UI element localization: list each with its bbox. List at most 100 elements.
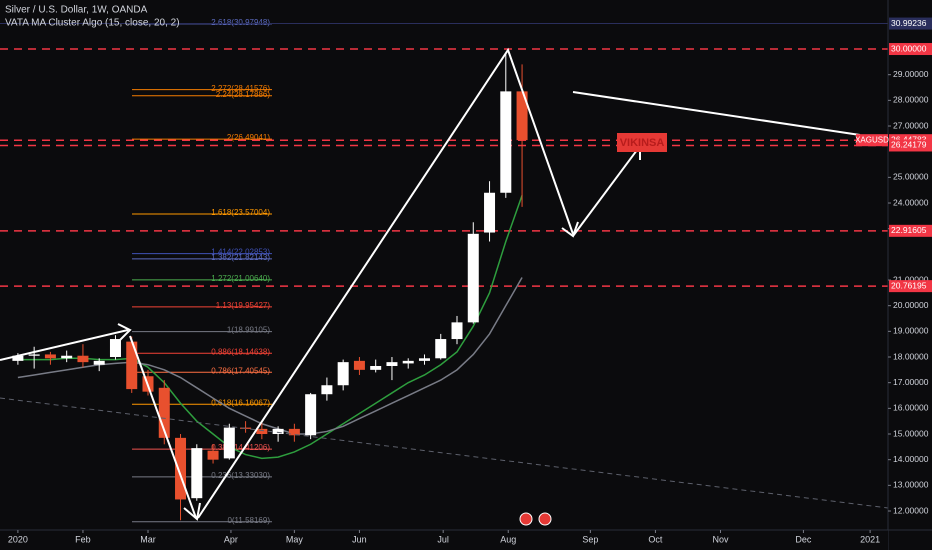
y-tick-label: 18.00000 — [893, 351, 929, 361]
y-tick-label: 25.00000 — [893, 172, 929, 182]
x-tick-label: Feb — [75, 534, 91, 544]
y-tick-label: 16.00000 — [893, 403, 929, 413]
y-tick-label: 12.00000 — [893, 505, 929, 515]
x-tick-label: Dec — [795, 534, 812, 544]
y-tick-label: 21.00000 — [893, 274, 929, 284]
arrow-head — [117, 323, 132, 341]
fib-label: 2.24(28.17886) — [216, 90, 271, 99]
candle-body — [256, 428, 268, 435]
x-tick-label: Aug — [500, 534, 516, 544]
fib-label: 1.272(21.00640) — [211, 274, 270, 283]
y-tick-label: 20.00000 — [893, 300, 929, 310]
x-tick-label: May — [286, 534, 304, 544]
time-axis — [0, 530, 888, 550]
event-icon — [519, 512, 533, 526]
candle-body — [418, 358, 430, 361]
candle-body — [109, 339, 121, 358]
price-label-box — [889, 139, 932, 152]
fib-label: 1.13(19.95427) — [216, 301, 271, 310]
x-tick-label: 2020 — [8, 534, 28, 544]
candle-body — [288, 428, 300, 436]
event-icon — [538, 512, 552, 526]
price-label: 30.99236 — [891, 18, 927, 28]
candle-body — [61, 355, 73, 359]
candle-body — [175, 437, 187, 500]
arrow — [129, 335, 197, 519]
x-tick-label: Mar — [140, 534, 156, 544]
candle-body — [500, 91, 512, 193]
candle-body — [305, 394, 317, 436]
price-label-box — [889, 224, 932, 237]
candle-body — [93, 360, 105, 365]
y-tick-label: 27.00000 — [893, 120, 929, 130]
chart-subtitle: VATA MA Cluster Algo (15, close, 20, 2) — [5, 18, 180, 29]
fib-label: 0.382(14.41206) — [211, 443, 270, 452]
y-tick-label: 15.00000 — [893, 428, 929, 438]
candle-body — [44, 354, 56, 359]
x-tick-label: Jun — [352, 534, 367, 544]
price-label-box — [889, 280, 932, 293]
candle-body — [77, 355, 89, 363]
candle-body — [272, 428, 284, 435]
fib-label: 0.886(18.14638) — [211, 347, 270, 356]
candle-body — [191, 448, 203, 499]
price-label: 26.24179 — [891, 140, 927, 150]
annotation-box — [617, 133, 667, 152]
y-tick-label: 24.00000 — [893, 197, 929, 207]
candle-body — [321, 385, 333, 395]
fib-label: 1.382(21.82143) — [211, 253, 270, 262]
candle-body — [402, 360, 414, 364]
arrow-head — [183, 502, 201, 521]
y-tick-label: 19.00000 — [893, 326, 929, 336]
x-tick-label: Jul — [437, 534, 449, 544]
y-tick-label: 28.00000 — [893, 95, 929, 105]
fib-label: 0.236(13.33030) — [211, 471, 270, 480]
forecast-line — [572, 91, 861, 136]
candle-body — [126, 341, 138, 390]
arrow — [0, 329, 129, 361]
candle-body — [28, 354, 40, 356]
symbol-box — [856, 134, 888, 147]
y-tick-label: 29.00000 — [893, 69, 929, 79]
candle-body — [467, 233, 479, 323]
arrow — [572, 145, 641, 237]
fib-label: 0.618(16.16067) — [211, 398, 270, 407]
y-tick-label: 13.00000 — [893, 480, 929, 490]
candle-body — [158, 387, 170, 438]
price-label: 26.44783 — [891, 134, 927, 144]
price-label: 30.00000 — [891, 43, 927, 53]
fib-label: 2.272(28.41576) — [211, 84, 270, 93]
x-tick-label: Oct — [648, 534, 663, 544]
candle-body — [386, 362, 398, 366]
moving-average — [17, 195, 523, 460]
x-tick-label: 2021 — [860, 534, 880, 544]
candle-body — [12, 355, 24, 361]
candle-body — [207, 450, 219, 460]
annotation: VIKINSA — [620, 137, 665, 149]
price-axis — [888, 0, 932, 550]
candle-body — [337, 362, 349, 386]
candle-body — [435, 339, 447, 359]
y-tick-label: 14.00000 — [893, 454, 929, 464]
symbol-label: XAGUSD — [855, 135, 889, 144]
x-tick-label: Nov — [712, 534, 729, 544]
candle-body — [516, 91, 528, 141]
candle-body — [370, 365, 382, 370]
price-label: 20.76195 — [891, 280, 927, 290]
price-label-box — [889, 43, 932, 56]
chart-title: Silver / U.S. Dollar, 1W, OANDA — [5, 5, 148, 16]
x-tick-label: Sep — [582, 534, 598, 544]
price-label-box — [889, 17, 932, 30]
price-label: 22.91605 — [891, 225, 927, 235]
axes: 12.00000 13.00000 14.00000 15.00000 16.00000… — [8, 17, 932, 544]
fib-label: 2(26.49041) — [227, 133, 270, 142]
fib-label: 1(18.99105) — [227, 326, 270, 335]
fib-label: 1.414(22.02853) — [211, 248, 270, 257]
fib-label: 2.618(30.97948) — [211, 18, 270, 27]
y-tick-label: 17.00000 — [893, 377, 929, 387]
candle-body — [451, 322, 463, 340]
fib-label: 0.786(17.40545) — [211, 366, 270, 375]
arrow — [197, 47, 574, 519]
